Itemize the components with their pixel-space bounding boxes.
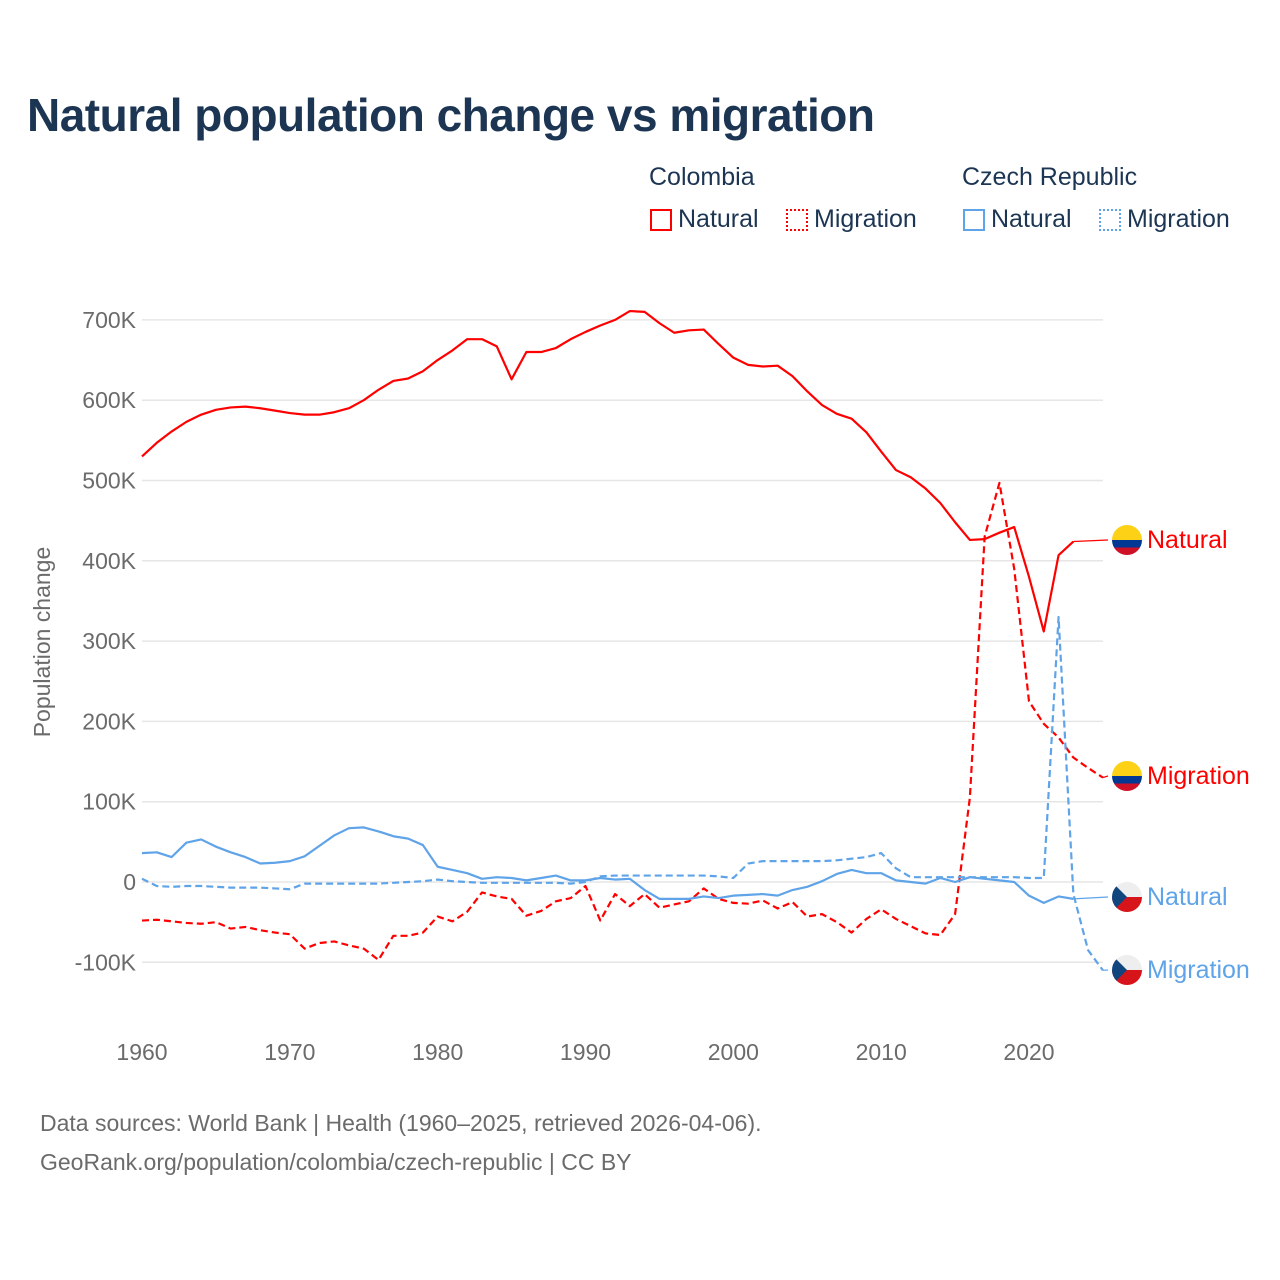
y-tick-label: 600K — [82, 387, 136, 413]
flag-stripe-blue — [1112, 540, 1142, 548]
legend-label: Natural — [991, 205, 1072, 233]
flag-body — [1112, 955, 1142, 985]
source-note: Data sources: World Bank | Health (1960–… — [40, 1110, 762, 1136]
flag-stripe-yellow — [1112, 761, 1142, 776]
czech-flag-icon — [1112, 955, 1142, 985]
flag-stripe-red — [1112, 547, 1142, 555]
x-tick-label: 1960 — [116, 1039, 167, 1065]
colombia-flag-icon — [1112, 525, 1142, 555]
y-tick-label: 400K — [82, 548, 136, 574]
dotted-swatch-icon — [1099, 208, 1121, 231]
end-label: Migration — [1147, 956, 1250, 984]
label-connector — [1102, 775, 1109, 779]
source-link[interactable]: GeoRank.org/population/colombia/czech-re… — [40, 1149, 632, 1175]
chart-title: Natural population change vs migration — [27, 89, 875, 141]
x-tick-label: 2000 — [708, 1039, 759, 1065]
flag-triangle-blue — [1112, 955, 1127, 985]
flag-body — [1112, 882, 1142, 912]
y-tick-label: 100K — [82, 789, 136, 815]
y-tick-label: -100K — [75, 949, 137, 975]
flag-triangle-blue — [1112, 882, 1127, 912]
flag-stripe-yellow — [1112, 525, 1142, 540]
dotted-swatch-icon — [786, 208, 808, 231]
y-tick-label: 700K — [82, 307, 136, 333]
series-line-czech-republic-natural — [141, 826, 1074, 904]
legend-label: Migration — [1127, 205, 1230, 233]
x-tick-label: 2010 — [856, 1039, 907, 1065]
x-tick-label: 2020 — [1003, 1039, 1054, 1065]
end-label: Natural — [1147, 526, 1228, 554]
x-tick-label: 1990 — [560, 1039, 611, 1065]
solid-swatch-icon — [650, 208, 672, 231]
y-tick-label: 500K — [82, 468, 136, 494]
legend-colombia-natural[interactable]: Natural — [650, 205, 759, 234]
end-label: Migration — [1147, 762, 1250, 790]
x-tick-label: 1970 — [264, 1039, 315, 1065]
czech-flag-icon — [1112, 882, 1142, 912]
y-axis-label: Population change — [29, 547, 55, 738]
legend-label: Natural — [678, 205, 759, 233]
colombia-flag-icon — [1112, 761, 1142, 791]
y-tick-label: 300K — [82, 628, 136, 654]
y-tick-label: 200K — [82, 708, 136, 734]
x-tick-label: 1980 — [412, 1039, 463, 1065]
label-connector — [1073, 539, 1109, 543]
flag-body — [1112, 761, 1142, 791]
series-line-colombia-migration — [141, 481, 1104, 961]
y-tick-label: 0 — [123, 869, 136, 895]
label-connector — [1073, 896, 1109, 900]
legend-group-colombia: Colombia — [649, 163, 755, 191]
legend-czech-migration[interactable]: Migration — [1099, 205, 1230, 234]
legend-label: Migration — [814, 205, 917, 233]
flag-stripe-blue — [1112, 776, 1142, 784]
legend-czech-natural[interactable]: Natural — [963, 205, 1072, 234]
flag-body — [1112, 525, 1142, 555]
flag-stripe-red — [1112, 783, 1142, 791]
solid-swatch-icon — [963, 208, 985, 231]
series-line-colombia-natural — [141, 309, 1075, 633]
end-label: Natural — [1147, 883, 1228, 911]
legend-group-czech-republic: Czech Republic — [962, 163, 1138, 191]
series-line-czech-republic-migration — [141, 615, 1104, 971]
legend-colombia-migration[interactable]: Migration — [786, 205, 917, 234]
